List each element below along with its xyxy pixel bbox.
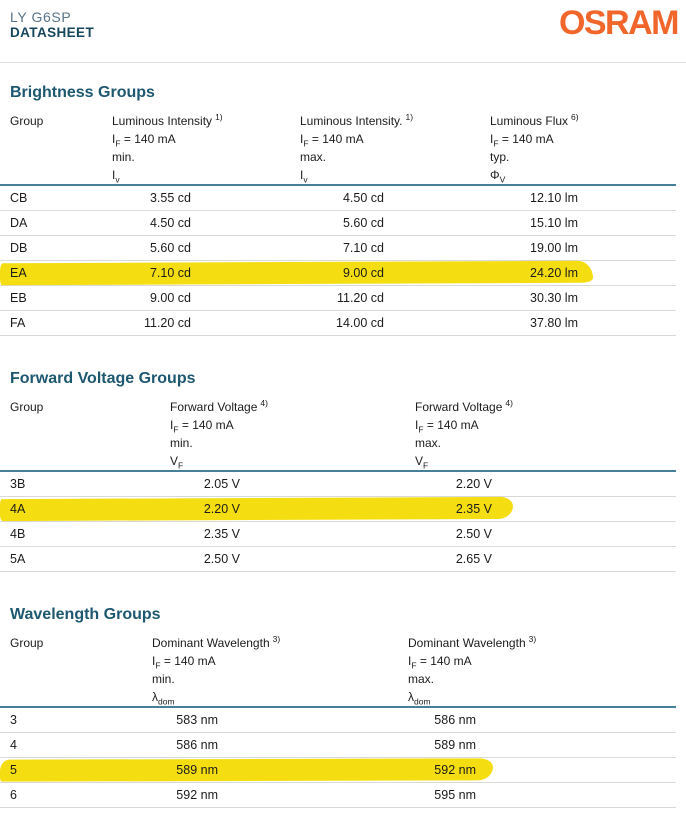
document-type-label: DATASHEET xyxy=(10,25,95,40)
value-cell: 583 nm xyxy=(176,713,218,727)
group-cell: EA xyxy=(10,266,27,280)
table-row: 3B 2.05 V 2.20 V xyxy=(0,472,676,497)
column-header: Dominant Wavelength 3) IF = 140 mA min. λ… xyxy=(152,634,281,707)
value-cell: 4.50 cd xyxy=(342,191,384,205)
group-cell: DB xyxy=(10,241,28,255)
table-header: Group Dominant Wavelength 3) IF = 140 mA … xyxy=(0,634,676,708)
group-cell: 6 xyxy=(10,788,17,802)
forward-voltage-groups-section: Forward Voltage Groups Group Forward Vol… xyxy=(0,370,676,572)
group-cell: 3B xyxy=(10,477,26,491)
table-row: 4 586 nm 589 nm xyxy=(0,733,676,758)
column-header-group: Group xyxy=(10,114,44,128)
value-cell: 2.65 V xyxy=(455,552,492,566)
table-row-highlighted: 4A 2.20 V 2.35 V xyxy=(0,496,676,522)
group-cell: EB xyxy=(10,291,27,305)
group-cell: 4B xyxy=(10,527,26,541)
footnote-ref: 4) xyxy=(505,398,513,408)
column-header: Luminous Flux 6) IF = 140 mA typ. ΦV xyxy=(490,112,579,185)
value-cell: 2.50 V xyxy=(455,527,492,541)
value-cell: 586 nm xyxy=(176,738,218,752)
value-cell: 11.20 cd xyxy=(336,291,384,305)
value-cell: 24.20 lm xyxy=(530,266,578,280)
group-cell: 5 xyxy=(10,763,17,777)
value-cell: 2.35 V xyxy=(203,527,240,541)
value-cell: 2.05 V xyxy=(203,477,240,491)
group-cell: CB xyxy=(10,191,28,205)
value-cell: 9.00 cd xyxy=(149,291,191,305)
group-cell: 4A xyxy=(10,502,26,516)
section-title: Forward Voltage Groups xyxy=(10,370,196,387)
table-header: Group Forward Voltage 4) IF = 140 mA min.… xyxy=(0,398,676,472)
group-cell: 4 xyxy=(10,738,17,752)
column-header: Dominant Wavelength 3) IF = 140 mA max. λ… xyxy=(408,634,537,707)
value-cell: 11.20 cd xyxy=(143,316,191,330)
table-row: 5A 2.50 V 2.65 V xyxy=(0,547,676,572)
table-row: 3 583 nm 586 nm xyxy=(0,708,676,733)
table-row: DA 4.50 cd 5.60 cd 15.10 lm xyxy=(0,211,676,236)
value-cell: 5.60 cd xyxy=(149,241,191,255)
table-row: FA 11.20 cd 14.00 cd 37.80 lm xyxy=(0,311,676,336)
column-header: Forward Voltage 4) IF = 140 mA max. VF xyxy=(415,398,513,471)
value-cell: 2.20 V xyxy=(455,477,492,491)
column-header-group: Group xyxy=(10,400,44,414)
group-cell: FA xyxy=(10,316,26,330)
wavelength-groups-section: Wavelength Groups Group Dominant Wavelen… xyxy=(0,606,676,808)
value-cell: 586 nm xyxy=(434,713,476,727)
group-cell: DA xyxy=(10,216,28,230)
value-cell: 7.10 cd xyxy=(149,266,191,280)
value-cell: 3.55 cd xyxy=(149,191,191,205)
value-cell: 2.35 V xyxy=(455,502,492,516)
footnote-ref: 4) xyxy=(260,398,268,408)
value-cell: 589 nm xyxy=(176,763,218,777)
value-cell: 5.60 cd xyxy=(342,216,384,230)
product-name: LY G6SP xyxy=(10,9,72,25)
value-cell: 30.30 lm xyxy=(530,291,578,305)
value-cell: 4.50 cd xyxy=(149,216,191,230)
column-header: Forward Voltage 4) IF = 140 mA min. VF xyxy=(170,398,268,471)
value-cell: 14.00 cd xyxy=(336,316,384,330)
osram-logo: OSRAM xyxy=(558,4,680,42)
footnote-ref: 1) xyxy=(215,112,223,122)
value-cell: 12.10 lm xyxy=(530,191,578,205)
value-cell: 19.00 lm xyxy=(530,241,578,255)
column-header-group: Group xyxy=(10,636,44,650)
footnote-ref: 6) xyxy=(571,112,579,122)
table-row: EB 9.00 cd 11.20 cd 30.30 lm xyxy=(0,286,676,311)
value-cell: 9.00 cd xyxy=(342,266,384,280)
footnote-ref: 3) xyxy=(272,634,281,644)
value-cell: 592 nm xyxy=(176,788,218,802)
column-header: Luminous Intensity 1) IF = 140 mA min. Iv xyxy=(112,112,223,185)
value-cell: 589 nm xyxy=(434,738,476,752)
table-row-highlighted: EA 7.10 cd 9.00 cd 24.20 lm xyxy=(0,260,676,286)
table-header: Group Luminous Intensity 1) IF = 140 mA m… xyxy=(0,112,676,186)
table-row: CB 3.55 cd 4.50 cd 12.10 lm xyxy=(0,186,676,211)
value-cell: 2.50 V xyxy=(203,552,240,566)
brightness-groups-section: Brightness Groups Group Luminous Intensi… xyxy=(0,84,676,336)
section-title: Brightness Groups xyxy=(10,84,155,101)
page-header: LY G6SP DATASHEET OSRAM xyxy=(0,0,686,62)
table-row: 6 592 nm 595 nm xyxy=(0,783,676,808)
table-row-highlighted: 5 589 nm 592 nm xyxy=(0,758,676,783)
table-row: DB 5.60 cd 7.10 cd 19.00 lm xyxy=(0,236,676,261)
value-cell: 592 nm xyxy=(434,763,476,777)
group-cell: 5A xyxy=(10,552,26,566)
value-cell: 2.20 V xyxy=(203,502,240,516)
table-row: 4B 2.35 V 2.50 V xyxy=(0,522,676,547)
value-cell: 15.10 lm xyxy=(530,216,578,230)
group-cell: 3 xyxy=(10,713,17,727)
header-divider xyxy=(0,62,686,63)
footnote-ref: 3) xyxy=(528,634,537,644)
section-title: Wavelength Groups xyxy=(10,606,161,623)
footnote-ref: 1) xyxy=(405,112,414,122)
value-cell: 595 nm xyxy=(434,788,476,802)
value-cell: 7.10 cd xyxy=(342,241,384,255)
column-header: Luminous Intensity. 1) IF = 140 mA max. I… xyxy=(300,112,414,185)
value-cell: 37.80 lm xyxy=(530,316,578,330)
